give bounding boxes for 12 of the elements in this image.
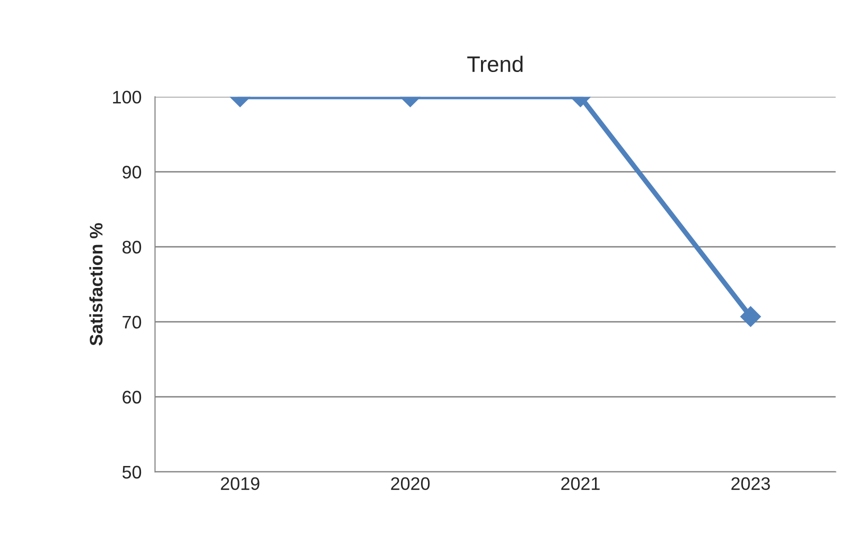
chart-title: Trend (467, 56, 523, 72)
x-tick-label: 2019 (220, 477, 260, 490)
y-tick-label: 80 (122, 240, 142, 254)
x-tick-label: 2021 (561, 477, 600, 490)
y-tick-label: 90 (122, 166, 142, 179)
x-tick-label: 2023 (731, 477, 770, 490)
x-tick-label: 2020 (391, 477, 430, 490)
y-tick-label: 60 (122, 390, 142, 404)
y-tick-label: 50 (122, 466, 142, 479)
y-tick-label: 100 (113, 90, 142, 104)
y-tick-label: 70 (122, 316, 142, 329)
y-axis-title: Satisfaction % (89, 223, 103, 346)
